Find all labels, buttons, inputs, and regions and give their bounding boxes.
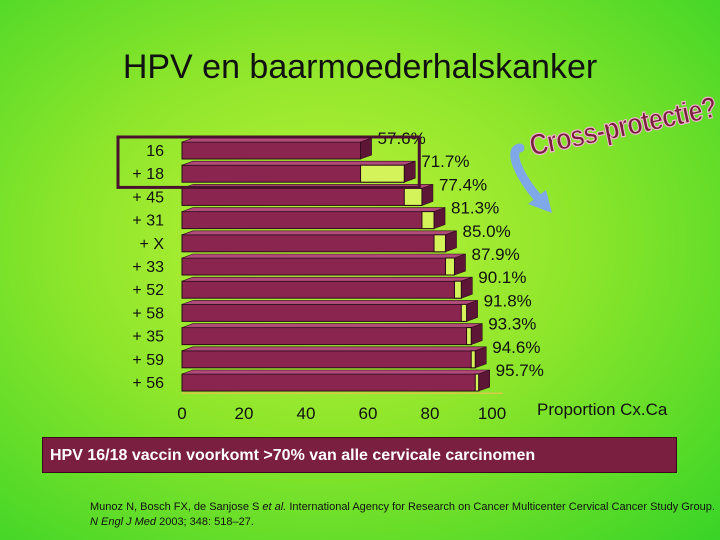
x-tick-label-4: 80 — [421, 404, 440, 423]
bar-increment-5 — [445, 257, 455, 276]
reference-authors: Munoz N, Bosch FX, de Sanjose S — [90, 501, 263, 513]
category-label-2: + 45 — [132, 189, 164, 206]
bar-side-1 — [403, 160, 416, 183]
bar-top-0 — [181, 137, 372, 143]
x-tick-label-2: 40 — [297, 404, 316, 423]
arrow-head-icon — [528, 190, 552, 213]
x-axis: 0 20 40 60 80 100 Proportion Cx.Ca — [177, 392, 668, 423]
bar-increment-2 — [403, 187, 423, 206]
bar-top-4 — [181, 230, 457, 236]
bar-top-8 — [181, 323, 483, 328]
bar-increment-1 — [360, 164, 405, 183]
value-label-1: 71.7% — [421, 152, 469, 171]
bar-10 — [181, 373, 480, 392]
x-tick-label-3: 60 — [359, 404, 378, 423]
cross-protection-text: Cross-protectie? — [528, 91, 719, 160]
bar-increment-7 — [460, 303, 468, 322]
bar-top-10 — [181, 369, 490, 375]
bar-chart: 16 57.6% + 18 71.7% + 45 77.4% + 31 81.3% + X 85.… — [116, 129, 668, 423]
value-label-6: 90.1% — [478, 268, 526, 287]
value-label-7: 91.8% — [484, 291, 532, 310]
bar-side-9 — [474, 346, 487, 369]
reference-citation: 2003; 348: 518–27. — [156, 516, 254, 528]
value-label-8: 93.3% — [488, 315, 536, 334]
category-label-0: 16 — [146, 143, 164, 160]
bar-9 — [181, 350, 476, 369]
value-label-0: 57.6% — [378, 129, 426, 148]
arrow-icon — [510, 143, 545, 205]
bar-8 — [181, 327, 472, 346]
bar-top-3 — [181, 207, 446, 212]
category-label-9: + 59 — [132, 352, 164, 369]
bar-increment-10 — [474, 373, 480, 392]
x-tick-label-5: 100 — [478, 404, 506, 423]
category-label-3: + 31 — [132, 213, 164, 230]
category-label-5: + 33 — [132, 259, 164, 276]
reference-etal: et al. — [262, 501, 287, 513]
category-label-6: + 52 — [132, 282, 164, 299]
bar-increment-4 — [433, 234, 446, 253]
bar-increment-6 — [453, 280, 462, 299]
bar-side-2 — [421, 183, 434, 206]
bar-side-8 — [470, 323, 483, 346]
conclusion-banner: HPV 16/18 vaccin voorkomt >70% van alle … — [42, 437, 677, 473]
reference-text: Munoz N, Bosch FX, de Sanjose S et al. I… — [90, 500, 715, 530]
bar-increment-3 — [421, 211, 435, 230]
bar-3 — [181, 211, 435, 230]
category-label-7: + 58 — [132, 305, 164, 322]
value-label-4: 85.0% — [463, 222, 511, 241]
value-label-5: 87.9% — [471, 245, 519, 264]
bar-side-0 — [360, 137, 372, 160]
bar-top-9 — [181, 346, 487, 352]
labels-layer: 16 57.6% + 18 71.7% + 45 77.4% + 31 81.3% + X 85.… — [132, 129, 543, 392]
x-tick-label-0: 0 — [177, 404, 186, 423]
bar-side-6 — [461, 276, 473, 299]
bar-side-3 — [433, 207, 446, 230]
value-label-3: 81.3% — [451, 199, 499, 218]
slide-title: HPV en baarmoederhalskanker — [122, 48, 598, 86]
value-label-10: 95.7% — [496, 361, 544, 380]
bar-top-5 — [181, 253, 466, 259]
bar-top-6 — [181, 276, 473, 282]
bar-side-4 — [445, 230, 457, 253]
category-label-10: + 56 — [132, 375, 164, 392]
bar-2 — [181, 187, 423, 206]
bars-layer — [181, 137, 490, 392]
bar-7 — [181, 303, 468, 322]
bar-4 — [181, 234, 446, 253]
cross-protection-label: Cross-protectie? — [528, 90, 720, 160]
bar-5 — [181, 257, 455, 276]
x-tick-label-1: 20 — [235, 404, 254, 423]
reference-journal: N Engl J Med — [90, 516, 157, 528]
bar-side-10 — [478, 369, 490, 392]
reference-group: International Agency for Research on Can… — [286, 501, 715, 513]
category-label-4: + X — [140, 236, 165, 253]
bar-top-1 — [181, 160, 416, 166]
highlight-box — [116, 135, 421, 189]
bar-6 — [181, 280, 462, 299]
bar-top-7 — [181, 300, 478, 305]
value-label-9: 94.6% — [492, 338, 540, 357]
bar-0 — [181, 141, 362, 160]
bar-side-5 — [454, 253, 466, 276]
value-label-2: 77.4% — [439, 175, 487, 194]
category-label-8: + 35 — [132, 329, 164, 346]
bar-increment-9 — [470, 350, 476, 369]
x-axis-label: Proportion Cx.Ca — [537, 400, 668, 419]
category-label-1: + 18 — [132, 166, 164, 183]
bar-side-7 — [466, 299, 478, 322]
bar-increment-8 — [466, 327, 472, 346]
